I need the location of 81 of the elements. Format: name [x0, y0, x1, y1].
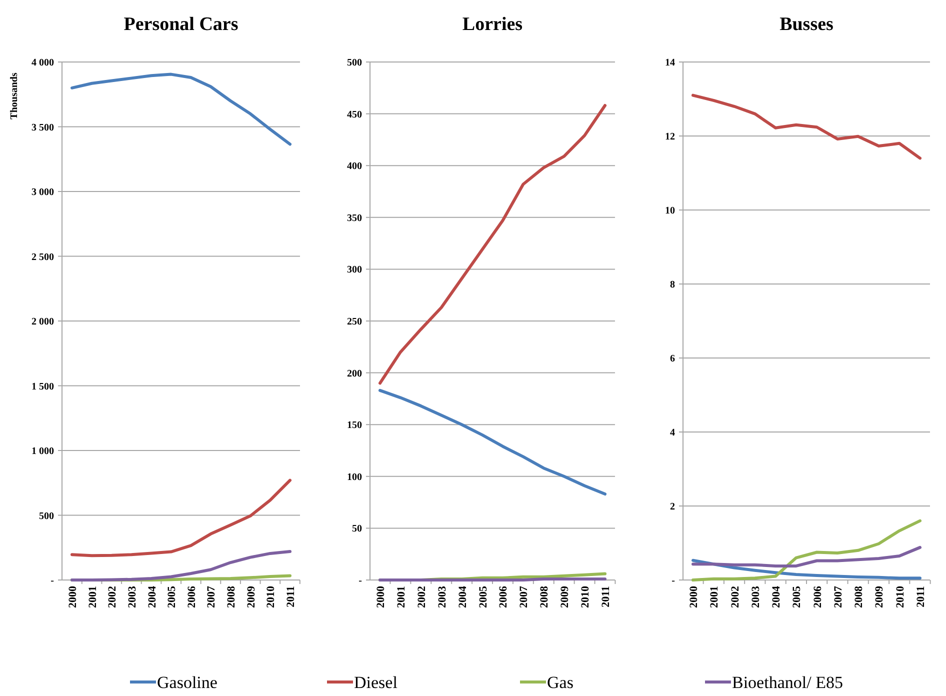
y-tick-label: 2 000	[32, 316, 54, 328]
x-tick-label: 2002	[106, 586, 119, 608]
chart-title: Personal Cars	[124, 14, 238, 35]
x-tick-label: 2008	[853, 586, 866, 608]
y-tick-label: 2	[670, 502, 675, 512]
x-tick-label: 2010	[580, 586, 592, 608]
y-tick-label: 4	[670, 428, 675, 438]
legend-label: Gasoline	[157, 672, 218, 692]
line-series	[692, 519, 922, 582]
y-tick-label: 10	[665, 206, 675, 216]
line-series	[692, 546, 922, 568]
x-tick-label: 2007	[518, 586, 530, 608]
y-tick-label: 3 500	[32, 122, 54, 134]
x-tick-label: 2000	[67, 586, 79, 608]
y-tick-label: 3 000	[32, 187, 54, 198]
y-tick-label: 8	[670, 280, 675, 290]
y-tick-label: 1 000	[32, 446, 54, 457]
x-tick-label: 2000	[375, 586, 387, 608]
x-tick-label: 2004	[146, 586, 158, 608]
line-series	[692, 558, 922, 580]
y-tick-label: -	[358, 576, 362, 586]
y-tick-label: 450	[347, 109, 362, 120]
y-tick-label: 500	[347, 58, 362, 68]
x-tick-label: 2008	[226, 586, 238, 608]
y-tick-label: 50	[352, 524, 362, 535]
x-tick-label: 2006	[186, 586, 198, 608]
y-tick-label: 2 500	[32, 252, 54, 263]
x-tick-label: 2002	[416, 586, 428, 608]
y-tick-label: 500	[39, 510, 54, 522]
y-tick-label: 350	[347, 212, 362, 224]
x-tick-label: 2003	[126, 586, 138, 608]
x-tick-label: 2009	[245, 586, 258, 608]
line-series	[70, 72, 292, 146]
line-series	[70, 550, 292, 582]
y-tick-label: 14	[665, 58, 675, 68]
x-tick-label: 2009	[559, 586, 572, 608]
x-tick-label: 2007	[206, 586, 218, 608]
x-tick-label: 2003	[436, 586, 448, 608]
y-tick-label: -	[50, 576, 54, 586]
y-tick-label: 150	[347, 420, 362, 432]
y-tick-label: 12	[665, 132, 675, 142]
x-tick-label: 2004	[456, 586, 469, 608]
y-tick-label: 6	[670, 354, 675, 364]
y-tick-label: 200	[347, 368, 362, 380]
x-tick-label: 2000	[688, 586, 700, 608]
legend-label: Diesel	[354, 672, 398, 692]
line-series	[70, 478, 292, 558]
y-tick-label: 300	[347, 264, 362, 276]
x-tick-label: 2005	[166, 586, 178, 608]
legend-label: Gas	[547, 672, 574, 692]
x-tick-label: 2009	[874, 586, 886, 608]
y-tick-label: 4 000	[32, 58, 54, 68]
line-series	[378, 104, 606, 385]
x-tick-label: 2006	[812, 586, 824, 608]
line-series	[378, 388, 606, 496]
y-tick-label: 100	[347, 472, 362, 483]
x-tick-label: 2004	[770, 586, 783, 608]
x-tick-label: 2008	[538, 586, 551, 608]
x-tick-label: 2011	[600, 586, 612, 608]
x-tick-label: 2001	[86, 586, 99, 608]
y-tick-label: 1 500	[32, 381, 54, 392]
x-tick-label: 2001	[395, 586, 408, 608]
chart-title: Lorries	[462, 14, 523, 35]
x-tick-label: 2005	[791, 586, 804, 608]
x-tick-label: 2002	[729, 586, 742, 608]
y-tick-label: -	[672, 576, 675, 586]
x-tick-label: 2006	[498, 586, 510, 608]
legend-label: Bioethanol/ E85	[732, 672, 843, 692]
x-tick-label: 2011	[285, 586, 297, 608]
x-tick-label: 2010	[894, 586, 906, 608]
y-tick-label: 400	[347, 161, 362, 172]
y-axis-title: Thousands	[9, 72, 20, 120]
x-tick-label: 2003	[750, 586, 762, 608]
x-tick-label: 2001	[708, 586, 721, 608]
x-tick-label: 2005	[477, 586, 490, 608]
line-series	[692, 94, 922, 160]
x-tick-label: 2010	[265, 586, 278, 608]
x-tick-label: 2011	[915, 586, 927, 608]
chart-title: Busses	[780, 14, 834, 35]
y-tick-label: 250	[347, 316, 362, 328]
x-tick-label: 2007	[832, 586, 844, 608]
